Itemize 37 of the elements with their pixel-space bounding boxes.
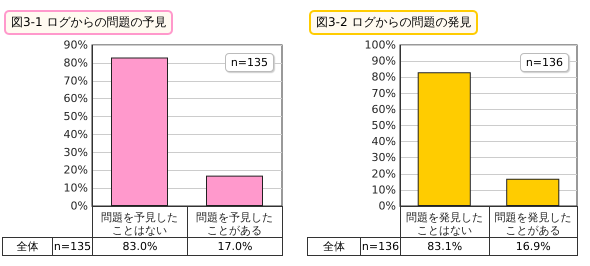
x-tick-label: 問題を発見したことはない	[406, 211, 483, 237]
data-label: 83.0%	[92, 237, 188, 256]
text: 全体	[307, 237, 361, 256]
data-label: 17.0%	[187, 237, 283, 256]
y-tick-label: 50%	[372, 119, 396, 132]
y-tick-label: 80%	[372, 70, 396, 84]
y-tick-label: 40%	[372, 135, 396, 148]
data-label: 83.1%	[400, 237, 490, 256]
y-tick-label: 90%	[372, 54, 396, 68]
y-tick-label: 10%	[372, 183, 396, 196]
x-tick-label: 問題を予見したことはない	[101, 211, 178, 237]
y-tick-label: 70%	[64, 74, 88, 88]
y-tick-label: 70%	[372, 86, 396, 100]
y-tick-label: 60%	[372, 102, 396, 116]
y-tick-label: 20%	[64, 164, 88, 177]
y-tick-label: 50%	[64, 110, 88, 124]
x-tick-label: 問題を予見したことがある	[196, 211, 273, 237]
y-tick-label: 30%	[64, 146, 88, 159]
y-tick-label: 60%	[64, 92, 88, 106]
x-tick-label: 問題を発見したことがある	[494, 211, 572, 237]
annotation: n=135	[224, 53, 274, 72]
chart-title: 図3-2 ログからの問題の発見	[309, 10, 478, 35]
y-tick-label: 30%	[372, 151, 396, 164]
y-tick-label: 100%	[364, 38, 396, 52]
annotation: n=136	[520, 53, 569, 72]
text: n=135	[52, 237, 93, 256]
y-tick-label: 90%	[64, 38, 88, 52]
text: n=136	[360, 237, 401, 256]
y-tick-label: 20%	[372, 167, 396, 180]
y-tick-label: 80%	[64, 56, 88, 70]
chart-title: 図3-1 ログからの問題の予見	[4, 10, 174, 35]
text: 全体	[2, 237, 53, 256]
y-tick-label: 0%	[378, 200, 396, 212]
data-label: 16.9%	[488, 237, 578, 256]
y-tick-label: 40%	[64, 128, 88, 141]
y-tick-label: 10%	[64, 182, 88, 195]
y-tick-label: 0%	[70, 200, 88, 212]
